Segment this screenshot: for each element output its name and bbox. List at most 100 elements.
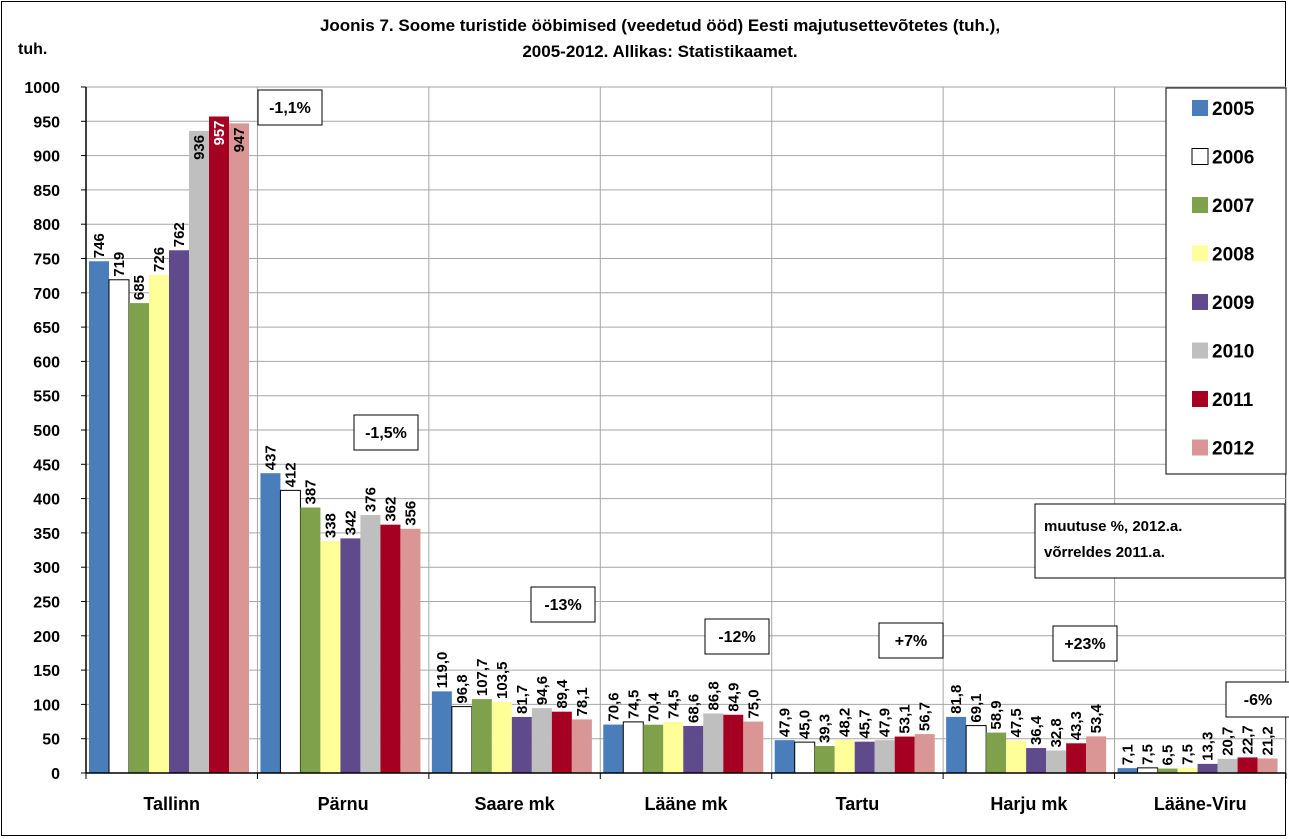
data-label: 412 <box>282 462 299 487</box>
bar-2010-Harju mk <box>1046 750 1067 773</box>
data-label: 81,7 <box>514 685 531 714</box>
bar-2007-Lääne mk <box>643 724 664 773</box>
bar-2010-Saare mk <box>531 708 552 773</box>
legend-label: 2010 <box>1212 342 1254 363</box>
y-tick-label: 400 <box>33 492 60 509</box>
bar-2006-Saare mk <box>451 706 473 774</box>
data-label: 7,5 <box>1140 744 1157 765</box>
legend-swatch-2010 <box>1192 342 1208 359</box>
data-label: 437 <box>262 445 279 470</box>
data-label: 96,8 <box>454 674 471 703</box>
y-tick-label: 800 <box>33 217 60 234</box>
data-label: 58,9 <box>988 700 1005 729</box>
data-label: 103,5 <box>494 661 511 699</box>
bar-2011-Pärnu <box>380 524 401 773</box>
change-annotation-box <box>1052 625 1118 662</box>
bar-2009-Lääne-Viru <box>1197 763 1218 773</box>
bar-2008-Lääne mk <box>663 721 684 773</box>
bar-2007-Saare mk <box>471 699 492 773</box>
data-label: 936 <box>191 135 208 160</box>
y-tick-label: 750 <box>33 252 60 269</box>
change-annotation: +7% <box>895 633 927 650</box>
legend-swatch-2008 <box>1192 245 1208 262</box>
data-label: 762 <box>171 222 188 247</box>
data-label: 84,9 <box>725 683 742 712</box>
data-label: 356 <box>402 501 419 526</box>
bar-2010-Lääne mk <box>703 713 724 773</box>
x-tick-label: Tallinn <box>143 794 200 814</box>
y-tick-label: 900 <box>33 149 60 166</box>
legend <box>1165 87 1287 475</box>
data-label: 43,3 <box>1068 711 1085 740</box>
bar-2006-Tallinn <box>108 279 130 774</box>
change-annotation: -1,1% <box>269 100 311 117</box>
data-label: 81,8 <box>948 685 965 714</box>
legend-swatch-2005 <box>1192 100 1208 116</box>
change-annotation: -6% <box>1244 692 1272 709</box>
data-label: 89,4 <box>554 679 571 709</box>
bar-2008-Tartu <box>834 739 855 773</box>
bar-2006-Tartu <box>794 741 816 774</box>
data-label: 13,3 <box>1200 732 1217 761</box>
bar-2011-Tartu <box>894 736 915 773</box>
bar-2006-Pärnu <box>279 489 301 774</box>
legend-swatch-2009 <box>1192 294 1208 310</box>
bar-2005-Tartu <box>774 740 795 773</box>
bar-2011-Tallinn <box>209 116 229 774</box>
legend-label: 2012 <box>1212 439 1254 460</box>
bar-2007-Lääne-Viru <box>1157 768 1178 773</box>
legend-swatch-2006 <box>1191 148 1209 165</box>
bar-2007-Tallinn <box>129 303 149 773</box>
y-tick-label: 50 <box>42 732 60 749</box>
bar-2011-Lääne mk <box>723 714 744 773</box>
data-label: 342 <box>342 510 359 535</box>
bar-2007-Pärnu <box>300 507 321 773</box>
data-label: 376 <box>362 487 379 512</box>
data-label: 68,6 <box>685 694 702 723</box>
bar-2005-Saare mk <box>431 691 452 773</box>
data-label: 94,6 <box>534 676 551 705</box>
x-tick-label: Lääne mk <box>644 794 728 814</box>
bar-2012-Lääne-Viru <box>1257 758 1278 773</box>
change-annotation: -12% <box>718 629 755 646</box>
change-annotation-box <box>530 586 596 623</box>
y-tick-label: 700 <box>33 286 60 303</box>
bar-2006-Harju mk <box>965 725 987 774</box>
legend-label: 2009 <box>1212 293 1254 314</box>
bar-2005-Pärnu <box>260 473 281 773</box>
data-label: 685 <box>131 275 148 300</box>
y-tick-label: 200 <box>33 629 60 646</box>
data-label: 56,7 <box>917 702 934 731</box>
change-annotation-box <box>353 414 419 451</box>
legend-swatch-2007 <box>1192 197 1208 213</box>
bar-2011-Harju mk <box>1066 743 1087 773</box>
legend-label: 2008 <box>1212 245 1254 266</box>
data-label: 47,5 <box>1008 708 1025 737</box>
y-tick-label: 850 <box>33 183 60 200</box>
bar-2010-Lääne-Viru <box>1217 758 1238 773</box>
bar-2012-Saare mk <box>571 719 592 773</box>
bar-2010-Tartu <box>874 740 895 773</box>
data-label: 86,8 <box>705 681 722 710</box>
legend-label: 2011 <box>1212 390 1254 411</box>
bar-2009-Saare mk <box>511 716 532 773</box>
change-annotation-box <box>257 89 323 126</box>
data-label: 22,7 <box>1240 725 1257 754</box>
data-label: 107,7 <box>474 659 491 697</box>
legend-label: 2006 <box>1212 148 1254 169</box>
y-tick-label: 250 <box>33 595 60 612</box>
note-box <box>1034 503 1286 579</box>
bar-2008-Saare mk <box>491 701 512 773</box>
bar-2012-Tartu <box>914 734 935 773</box>
x-tick-label: Harju mk <box>990 794 1068 814</box>
x-tick-label: Lääne-Viru <box>1154 794 1247 814</box>
chart-title-line: 2005-2012. Allikas: Statistikaamet. <box>522 42 797 61</box>
y-tick-label: 500 <box>33 423 60 440</box>
chart-title-line: Joonis 7. Soome turistide ööbimised (vee… <box>320 16 1000 35</box>
data-label: 32,8 <box>1048 718 1065 747</box>
data-label: 69,1 <box>968 693 985 722</box>
y-tick-label: 950 <box>33 114 60 131</box>
change-annotation-box <box>1225 681 1289 718</box>
bar-2008-Lääne-Viru <box>1177 767 1198 773</box>
